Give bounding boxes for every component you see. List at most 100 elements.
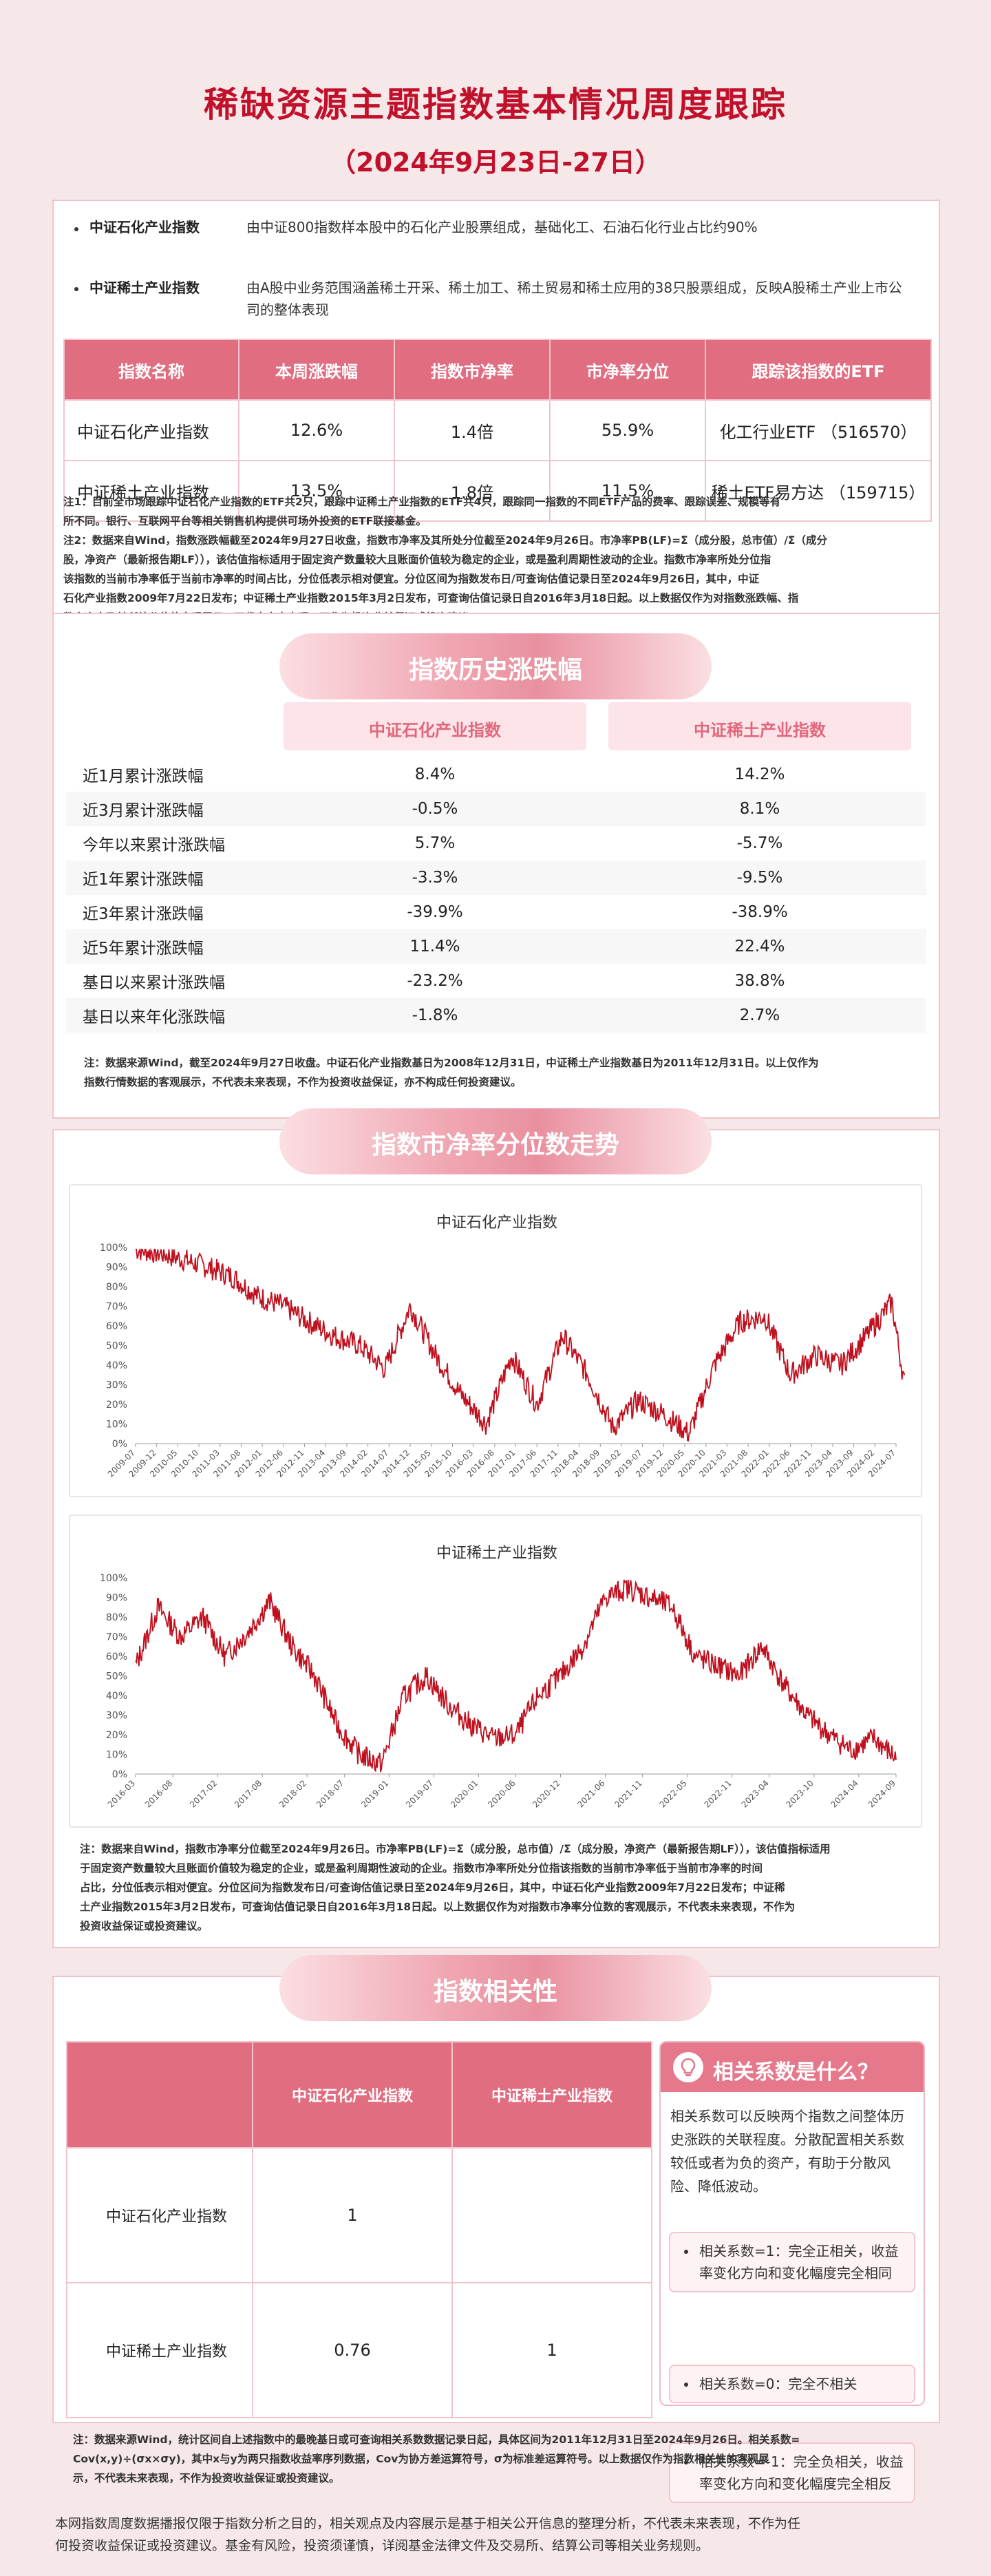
explainer-item-text: 相关系数=-1：完全负相关，收益率变化方向和变化幅度完全相反 bbox=[699, 2453, 904, 2492]
col-header: 本周涨跌幅 bbox=[238, 339, 395, 401]
value-rare-earth: -5.7% bbox=[608, 826, 911, 861]
note-line: 注：数据来源Wind，截至2024年9月27日收盘。中证石化产业指数基日为200… bbox=[84, 1057, 819, 1069]
note-line: 示，不代表未来表现，不作为投资收益保证或投资建议。 bbox=[73, 2472, 340, 2484]
note-line: 所不同。银行、互联网平台等相关销售机构提供可场外投资的ETF联接基金。 bbox=[63, 515, 427, 527]
x-tick-label: 2022-11 bbox=[702, 1778, 733, 1809]
disclaimer-footer: 本网指数周度数据播报仅限于指数分析之目的，相关观点及内容展示是基于相关公开信息的… bbox=[55, 2513, 943, 2557]
correlation-notes: 注：数据来源Wind，统计区间自上述指数中的最晚基日或可查询相关系数数据记录日起… bbox=[73, 2430, 933, 2488]
corr-value bbox=[451, 2147, 652, 2283]
note-line: 该指数的当前市净率低于当前市净率的时间占比，分位低表示相对便宜。分位区间为指数发… bbox=[63, 573, 760, 585]
table-row: 近1年累计涨跌幅 -3.3% -9.5% bbox=[66, 861, 926, 895]
spacer-cell bbox=[911, 757, 926, 792]
x-tick-label: 2020-06 bbox=[486, 1778, 517, 1809]
note-line: 石化产业指数2009年7月22日发布；中证稀土产业指数2015年3月2日发布，可… bbox=[63, 592, 799, 604]
col-header: 跟踪该指数的ETF bbox=[705, 339, 932, 401]
spacer-cell bbox=[586, 964, 608, 998]
bullet-dot bbox=[684, 2250, 688, 2254]
spacer-cell bbox=[586, 861, 608, 895]
y-tick-label: 40% bbox=[106, 1691, 127, 1702]
pb-chart-petrochem: 0%10%20%30%40%50%60%70%80%90%100%2009-07… bbox=[100, 1243, 906, 1479]
table-row: 近5年累计涨跌幅 11.4% 22.4% bbox=[66, 929, 926, 964]
series-line bbox=[135, 1579, 897, 1773]
value-rare-earth: 8.1% bbox=[608, 792, 911, 826]
history-col-head-bg bbox=[608, 702, 911, 750]
spacer-cell bbox=[911, 826, 926, 861]
spacer-cell bbox=[586, 757, 608, 792]
pb-value: 1.8倍 bbox=[394, 460, 551, 522]
value-petrochem: 11.4% bbox=[284, 929, 586, 964]
spacer-cell bbox=[911, 792, 926, 826]
spacer-cell bbox=[911, 998, 926, 1033]
y-tick-label: 20% bbox=[106, 1400, 127, 1411]
history-col-head: 中证稀土产业指数 bbox=[694, 721, 826, 740]
spacer-cell bbox=[911, 929, 926, 964]
x-tick-label: 2018-02 bbox=[277, 1778, 308, 1809]
etf-name: 稀土ETF易方达 （159715） bbox=[705, 460, 932, 522]
table-row: 近3年累计涨跌幅 -39.9% -38.9% bbox=[66, 895, 926, 929]
x-tick-label: 2017-02 bbox=[188, 1778, 219, 1809]
pb-percentile: 11.5% bbox=[549, 460, 706, 522]
chart-title: 中证石化产业指数 bbox=[436, 1214, 557, 1232]
value-petrochem: -1.8% bbox=[284, 998, 586, 1033]
y-tick-label: 50% bbox=[106, 1341, 127, 1352]
footer-line: 何投资收益保证或投资建议。基金有风险，投资须谨慎，详阅基金法律文件及交易所、结算… bbox=[55, 2538, 710, 2553]
explainer-item: 相关系数=-1：完全负相关，收益率变化方向和变化幅度完全相反 bbox=[669, 2442, 915, 2503]
y-tick-label: 0% bbox=[112, 1769, 127, 1780]
history-col-head-a bbox=[284, 702, 586, 750]
intro-desc: 由A股中业务范围涵盖稀土开采、稀土加工、稀土贸易和稀土应用的38只股票组成，反映… bbox=[246, 279, 902, 318]
history-col-head-b: 中证石化产业指数 bbox=[369, 721, 501, 740]
bullet-dot bbox=[684, 2383, 688, 2387]
chart-title: 中证稀土产业指数 bbox=[436, 1545, 557, 1562]
value-rare-earth: 38.8% bbox=[608, 964, 911, 998]
x-tick-label: 2021-11 bbox=[612, 1778, 643, 1809]
history-table: 近1月累计涨跌幅 8.4% 14.2% 近3月累计涨跌幅 -0.5% 8.1% 今年以来累计… bbox=[66, 757, 926, 1033]
value-rare-earth: -38.9% bbox=[608, 895, 911, 929]
y-tick-label: 20% bbox=[106, 1730, 127, 1741]
spacer-cell bbox=[586, 792, 608, 826]
spacer-cell bbox=[911, 964, 926, 998]
note-line: 注1：目前全市场跟踪中证石化产业指数的ETF共2只，跟踪中证稀土产业指数的ETF… bbox=[63, 496, 781, 508]
pb-section-band bbox=[279, 1108, 712, 1174]
explainer-item-text: 相关系数=1：完全正相关，收益率变化方向和变化幅度完全相同 bbox=[699, 2243, 899, 2281]
note-line: 指数行情数据的客观展示，不代表未来表现，不作为投资收益保证，亦不构成任何投资建议… bbox=[84, 1076, 522, 1088]
etf-name: 化工行业ETF （516570） bbox=[705, 399, 932, 461]
pb-value: 1.4倍 bbox=[394, 399, 551, 461]
weekly-change: 13.5% bbox=[238, 460, 395, 522]
correlation-explainer: 相关系数是什么？ 相关系数可以反映两个指数之间整体历史涨跌的关联程度。分散配置相… bbox=[659, 2041, 925, 2503]
corr-section-title: 指数相关性 bbox=[433, 1978, 557, 2006]
pb-chart-rare-earth: 0% 10% 20% 30% 40% 50% 60% 70% 80% 90% 100% 2016-03… bbox=[100, 1573, 897, 1810]
footer-line: 本网指数周度数据播报仅限于指数分析之目的，相关观点及内容展示是基于相关公开信息的… bbox=[55, 2516, 801, 2531]
table-row: 今年以来累计涨跌幅 5.7% -5.7% bbox=[66, 826, 926, 861]
col-header: 中证稀土产业指数 bbox=[451, 2041, 652, 2149]
note-line: 注：数据来源Wind，统计区间自上述指数中的最晚基日或可查询相关系数数据记录日起… bbox=[73, 2434, 800, 2446]
explainer-title: 相关系数是什么？ bbox=[713, 2060, 878, 2084]
intro-desc: 由中证800指数样本股中的石化产业股票组成，基础化工、石油石化行业占比约90% bbox=[246, 219, 758, 235]
chart-card-rare-earth: 中证稀土产业指数 0% 10% 20% 30% 40% 50% 60% 70% 80% 90% 10… bbox=[69, 1514, 922, 1828]
spacer-cell bbox=[586, 895, 608, 929]
note-line: Cov(x,y)÷(σx×σy)，其中x与y为两只指数收益率序列数据，Cov为协… bbox=[73, 2453, 769, 2465]
x-tick-label: 2024-09 bbox=[866, 1778, 897, 1809]
note-line: 注：数据来自Wind，指数市净率分位截至2024年9月26日。市净率PB(LF)… bbox=[80, 1843, 831, 1855]
note-line: 占比，分位低表示相对便宜。分位区间为指数发布日/可查询估值记录日至2024年9月… bbox=[80, 1881, 785, 1894]
row-label: 近1月累计涨跌幅 bbox=[66, 757, 284, 792]
x-tick-label: 2017-08 bbox=[233, 1778, 264, 1809]
x-tick-label: 2019-01 bbox=[359, 1778, 390, 1809]
value-petrochem: -0.5% bbox=[284, 792, 586, 826]
value-petrochem: 5.7% bbox=[284, 826, 586, 861]
note-line: 于固定资产数量较大且账面价值较为稳定的企业，或是盈利周期性波动的企业。指数市净率… bbox=[80, 1862, 763, 1875]
table-row: 基日以来年化涨跌幅 -1.8% 2.7% bbox=[66, 998, 926, 1033]
value-petrochem: -39.9% bbox=[284, 895, 586, 929]
intro-item-rare-earth: 中证稀土产业指数 bbox=[89, 277, 241, 299]
series-line bbox=[135, 1247, 906, 1442]
spacer-cell bbox=[911, 895, 926, 929]
overview-notes: 注1：目前全市场跟踪中证石化产业指数的ETF共2只，跟踪中证稀土产业指数的ETF… bbox=[63, 492, 951, 627]
note-line: 股，净资产（最新报告期LF）），该估值指标适用于固定资产数量较大且账面价值较为稳… bbox=[63, 553, 771, 566]
table-row: 基日以来累计涨跌幅 -23.2% 38.8% bbox=[66, 964, 926, 998]
y-tick-label: 90% bbox=[106, 1593, 127, 1604]
y-tick-label: 100% bbox=[100, 1573, 127, 1584]
y-tick-label: 60% bbox=[106, 1651, 127, 1662]
y-tick-label: 10% bbox=[106, 1419, 127, 1430]
spacer-cell bbox=[586, 998, 608, 1033]
x-tick-label: 2021-06 bbox=[575, 1778, 606, 1809]
y-tick-label: 0% bbox=[112, 1439, 127, 1450]
